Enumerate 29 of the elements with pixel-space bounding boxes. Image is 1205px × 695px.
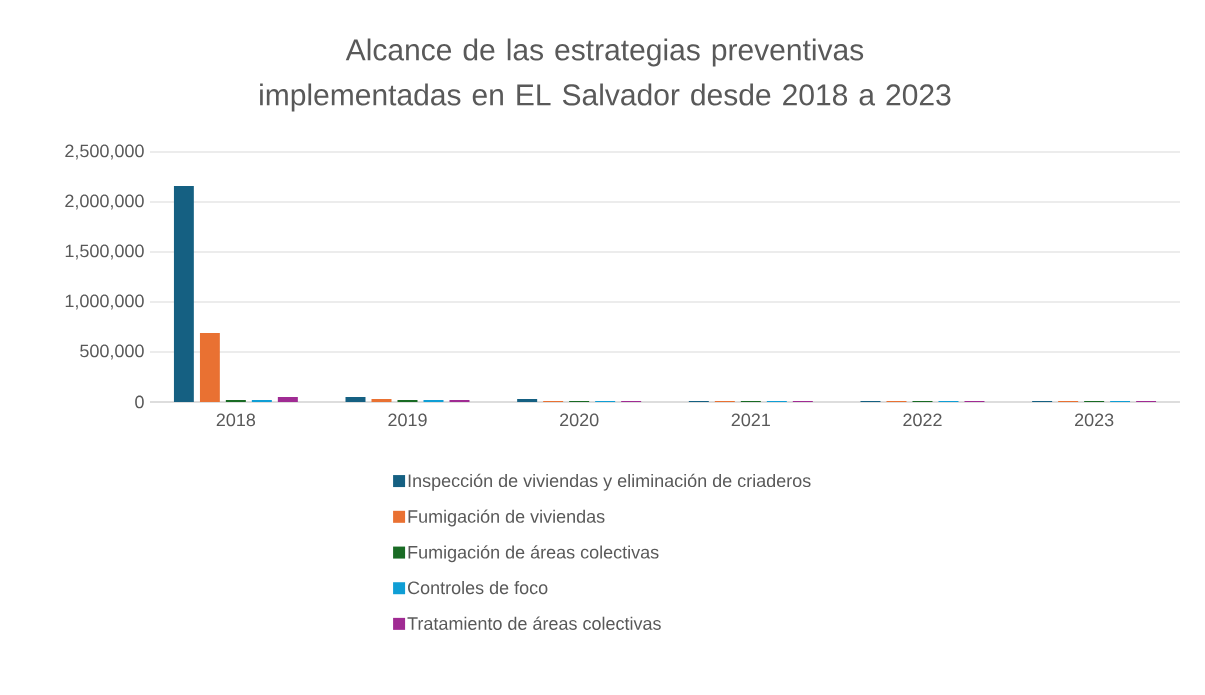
bar: [199, 332, 220, 402]
y-tick-label: 1,500,000: [65, 244, 144, 260]
legend-label: Inspección de viviendas y eliminación de criaderos: [408, 473, 811, 491]
y-tick-label: 1,000,000: [65, 294, 144, 310]
x-tick-label: 2023: [1075, 413, 1114, 427]
bar: [397, 399, 418, 402]
legend-label: Controles de foco: [408, 580, 548, 595]
x-tick-label: 2022: [903, 413, 942, 427]
y-tick-label: 500,000: [80, 344, 144, 360]
x-tick-label: 2021: [731, 413, 770, 427]
y-tick-label: 2,000,000: [65, 194, 144, 210]
bar: [423, 399, 444, 402]
y-tick-label: 0: [135, 395, 144, 409]
bar: [345, 396, 366, 402]
bar: [371, 398, 392, 402]
chart-title: Alcance de las estrategias preventivas implementadas en EL Salvador desde 2018 a 2023: [260, 38, 951, 112]
bar: [251, 399, 272, 402]
x-tick-label: 2020: [560, 413, 599, 427]
bar: [517, 398, 538, 402]
legend-label: Tratamiento de áreas colectivas: [407, 616, 661, 630]
bar: [225, 399, 246, 402]
legend-label: Fumigación de viviendas: [408, 509, 605, 527]
bar: [449, 399, 470, 402]
bar: [173, 185, 194, 402]
bar: [277, 396, 298, 402]
y-tick-label: 2,500,000: [65, 144, 144, 160]
legend-label: Fumigación de áreas colectivas: [408, 545, 659, 563]
x-tick-label: 2018: [216, 413, 256, 427]
x-tick-label: 2019: [388, 413, 427, 427]
